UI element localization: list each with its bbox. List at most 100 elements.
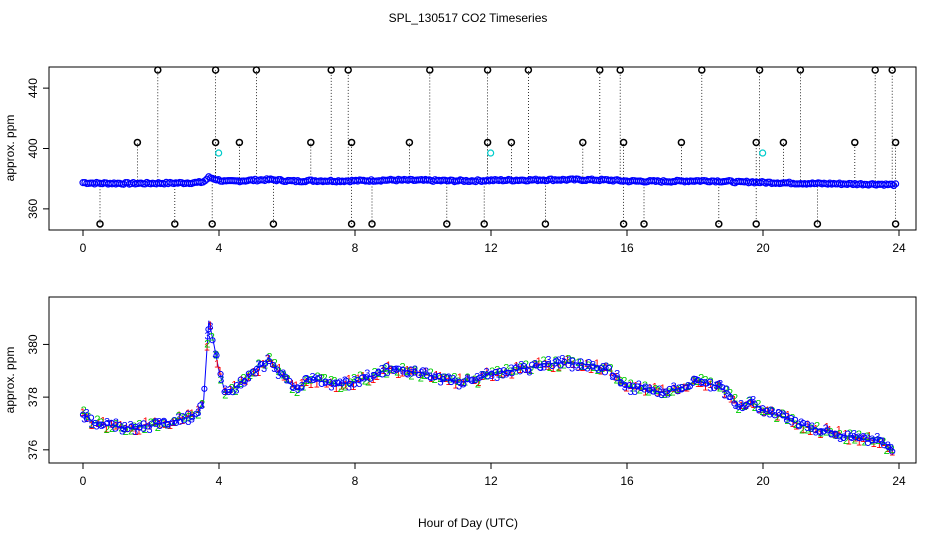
x-axis-label: Hour of Day (UTC) [418,516,518,530]
data-point [177,418,184,425]
series-2-marker: 2 [732,392,738,404]
series-3-marker: 3 [342,375,348,387]
data-point [189,414,196,421]
series-3-marker: 3 [351,374,357,386]
series-3-marker: 3 [400,365,406,377]
data-point [221,388,228,396]
series-1-marker: 1 [785,410,791,422]
series-3-marker: 3 [461,377,467,389]
data-point [213,352,220,359]
data-point [630,382,637,389]
series-1-marker: 1 [517,364,523,376]
series-1-marker: 1 [707,379,713,391]
series-2-marker: 2 [780,408,786,420]
data-point [529,361,536,368]
data-point [577,358,584,365]
data-point [124,426,131,433]
series-2-marker: 2 [755,398,761,410]
data-point [622,381,629,389]
data-point [104,420,111,427]
series-1-marker: 1 [195,404,201,416]
series-2-marker: 2 [614,374,620,386]
series-3-marker: 3 [885,440,891,452]
data-point [294,384,301,391]
series-2-marker: 2 [451,371,457,383]
data-point [172,419,180,427]
series-3-marker: 3 [646,383,652,395]
series-1-marker: 1 [136,426,142,438]
series-2-marker: 2 [808,423,814,435]
series-1-marker: 1 [269,358,275,370]
series-2-marker: 2 [104,424,110,436]
series-1-marker: 1 [152,416,158,428]
series-3-marker: 3 [185,416,191,428]
cyan-point [215,149,223,157]
series-2-marker: 2 [498,369,504,381]
data-point [387,365,394,372]
series-3-marker: 3 [804,422,810,434]
series-2-marker: 2 [128,425,134,437]
outlier-point [888,66,896,74]
series-1-marker: 1 [388,364,394,376]
series-3-marker: 3 [578,361,584,373]
series-3-marker: 3 [440,372,446,384]
data-point [144,423,151,430]
data-point [87,414,95,421]
series-3-marker: 3 [275,370,281,382]
bottom-y-axis-label: approx. ppm [3,347,17,414]
series-1-marker: 1 [484,366,490,378]
series-3-marker: 3 [798,417,804,429]
series-2-marker: 2 [213,349,219,361]
data-point [492,368,499,376]
outlier-point [235,138,244,147]
data-point [573,362,580,369]
series-1-marker: 1 [399,368,405,380]
data-point [561,358,568,365]
series-3-marker: 3 [246,372,252,384]
series-2-marker: 2 [250,368,256,380]
data-point [763,407,770,414]
series-3-marker: 3 [708,383,714,395]
data-point [476,374,483,381]
series-1-marker: 1 [360,371,366,383]
series-3-marker: 3 [212,349,218,361]
data-point [322,378,329,385]
series-3-marker: 3 [848,431,854,443]
series-1-marker: 1 [498,369,504,381]
data-point [379,371,386,378]
series-1-marker: 1 [536,356,542,368]
bottom-plot-frame [48,296,917,464]
x-tick-label: 12 [484,474,498,488]
series-2-marker: 2 [176,411,182,423]
series-1-marker: 1 [423,366,429,378]
series-2-marker: 2 [590,362,596,374]
series-3-marker: 3 [94,420,100,432]
data-point [201,177,209,185]
series-1-marker: 1 [866,430,872,442]
data-point [808,425,815,432]
series-1-marker: 1 [774,411,780,423]
series-1-marker: 1 [250,367,256,379]
data-point [431,373,439,381]
x-tick-label: 4 [216,241,223,255]
series-1-marker: 1 [314,379,320,391]
data-point [743,402,750,409]
series-2-marker: 2 [698,373,704,385]
series-1-marker: 1 [428,373,434,385]
series-3-marker: 3 [618,377,624,389]
series-2-marker: 2 [164,420,170,432]
data-point [613,375,621,382]
series-3-marker: 3 [747,395,753,407]
data-point [686,383,694,390]
series-1-marker: 1 [562,356,568,368]
series-1-marker: 1 [647,383,653,395]
data-point [626,382,633,389]
series-3-marker: 3 [179,412,185,424]
data-point [233,382,240,389]
series-2-marker: 2 [528,365,534,377]
outlier-point [891,220,900,228]
top-plot-frame [48,66,917,231]
outlier-point [779,138,788,147]
series-3-marker: 3 [405,368,411,380]
